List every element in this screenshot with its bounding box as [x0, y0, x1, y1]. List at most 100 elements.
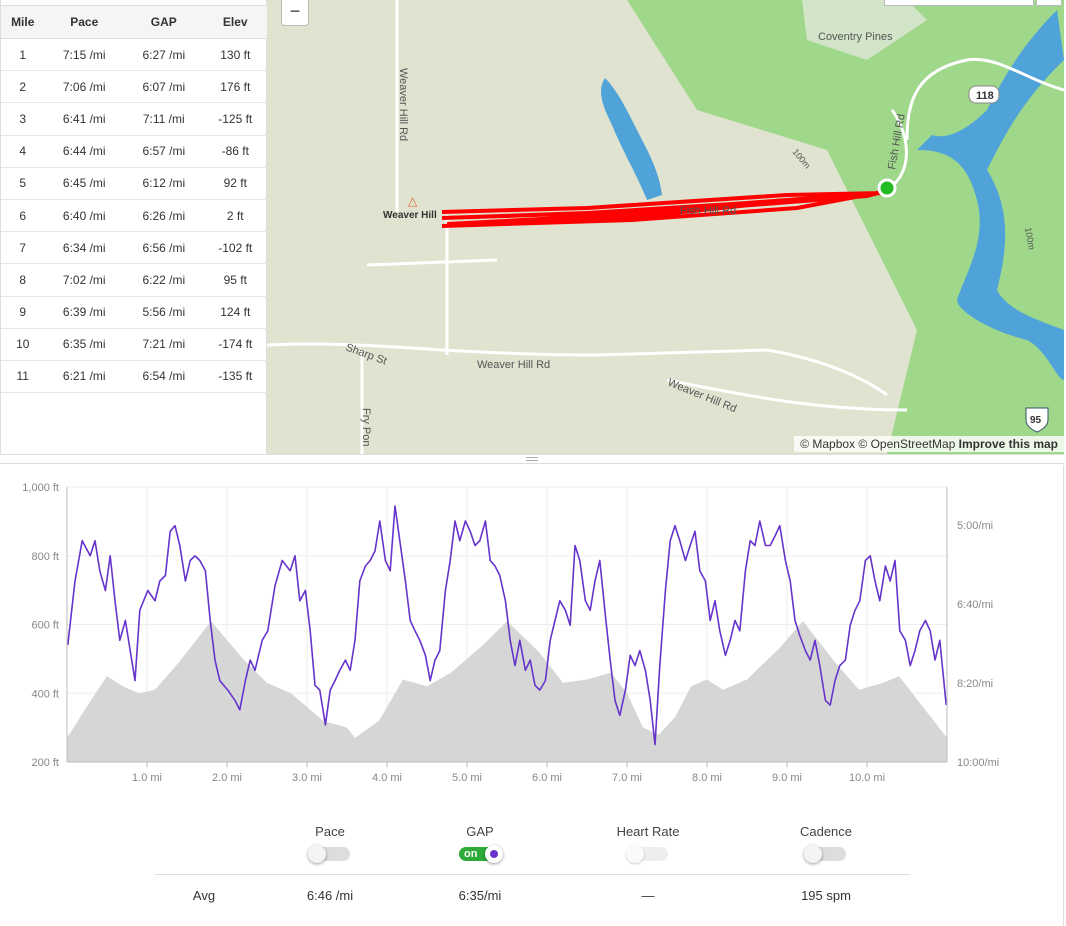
- map-style-control[interactable]: [884, 0, 1034, 6]
- route-map[interactable]: △ Weaver Hill Rd Weaver Hill Fish Hill R…: [267, 0, 1064, 454]
- split-gap: 6:57 /mi: [124, 135, 204, 168]
- gap-line: [67, 505, 947, 746]
- avg-label: Avg: [192, 888, 216, 903]
- y-left-tick-label: 800 ft: [31, 551, 59, 563]
- split-pace: 7:06 /mi: [44, 70, 125, 104]
- split-mile: 2: [1, 70, 45, 104]
- split-row[interactable]: 8 7:02 /mi 6:22 /mi 95 ft: [1, 263, 267, 297]
- split-gap: 6:56 /mi: [124, 231, 204, 265]
- split-elev: 124 ft: [203, 296, 267, 329]
- split-pace: 7:15 /mi: [44, 38, 125, 72]
- split-row[interactable]: 5 6:45 /mi 6:12 /mi 92 ft: [1, 167, 267, 200]
- splits-table: Mile Pace GAP Elev 1 7:15 /mi 6:27 /mi 130 …: [1, 5, 267, 394]
- elevation-pace-chart[interactable]: 200 ft 400 ft 600 ft 800 ft 1,000 ft 5:00/mi 6…: [0, 465, 1064, 795]
- label-coventry-pines: Coventry Pines: [818, 31, 893, 43]
- label-weaver-hill: Weaver Hill: [383, 210, 437, 221]
- roads: [267, 0, 1064, 454]
- toggle-gap-group: GAP on: [420, 824, 540, 863]
- split-elev: 92 ft: [203, 167, 267, 200]
- zoom-out-button[interactable]: −: [281, 0, 309, 26]
- toggle-on-text: on: [464, 848, 478, 860]
- route-95-shield: [1025, 407, 1049, 433]
- map-fullscreen-control[interactable]: [1036, 0, 1062, 6]
- split-gap: 6:07 /mi: [124, 70, 204, 104]
- y-left-tick-label: 1,000 ft: [22, 482, 59, 494]
- split-row[interactable]: 3 6:41 /mi 7:11 /mi -125 ft: [1, 102, 267, 136]
- split-row[interactable]: 4 6:44 /mi 6:57 /mi -86 ft: [1, 135, 267, 168]
- split-row[interactable]: 10 6:35 /mi 7:21 /mi -174 ft: [1, 328, 267, 361]
- split-mile: 5: [1, 167, 45, 200]
- split-gap: 6:27 /mi: [124, 38, 204, 72]
- y-right-tick-label: 6:40/mi: [957, 599, 993, 611]
- split-elev: -102 ft: [203, 231, 267, 265]
- x-tick-label: 5.0 mi: [452, 772, 482, 784]
- header-pace[interactable]: Pace: [44, 5, 125, 39]
- toggle-pace-group: Pace: [270, 824, 390, 863]
- header-gap[interactable]: GAP: [124, 5, 204, 39]
- split-gap: 6:54 /mi: [124, 360, 204, 394]
- split-mile: 4: [1, 135, 45, 168]
- avg-gap: 6:35/mi: [458, 888, 502, 903]
- split-row[interactable]: 6 6:40 /mi 6:26 /mi 2 ft: [1, 199, 267, 233]
- forest-area: [627, 0, 1064, 454]
- toggle-knob: [804, 845, 822, 863]
- avg-cadence: 195 spm: [801, 888, 851, 903]
- resize-handle[interactable]: [0, 454, 1064, 464]
- x-tick-label: 1.0 mi: [132, 772, 162, 784]
- y-right-tick-label: 5:00/mi: [957, 520, 993, 532]
- label-fry-pond: Fry Pon: [360, 408, 372, 447]
- split-mile: 9: [1, 296, 45, 329]
- split-mile: 10: [1, 328, 45, 361]
- y-left-tick-label: 200 ft: [31, 757, 59, 769]
- avg-heart-rate: —: [641, 888, 655, 903]
- y-right-tick-label: 10:00/mi: [957, 757, 999, 769]
- label-weaver-hill-rd-vertical: Weaver Hill Rd: [397, 68, 409, 141]
- split-pace: 6:40 /mi: [44, 199, 125, 233]
- start-marker[interactable]: [877, 178, 897, 198]
- lake-west: [601, 78, 662, 200]
- toggle-gap[interactable]: on: [459, 845, 503, 863]
- grip-icon: [526, 457, 538, 461]
- osm-link[interactable]: © OpenStreetMap: [858, 437, 956, 451]
- toggle-cadence-label: Cadence: [799, 824, 853, 839]
- map-canvas[interactable]: △ Weaver Hill Rd Weaver Hill Fish Hill R…: [267, 0, 1064, 454]
- label-100m-a: 100m: [790, 147, 812, 171]
- toggle-heart-rate[interactable]: [626, 845, 668, 863]
- y-right-tick-label: 8:20/mi: [957, 678, 993, 690]
- split-row[interactable]: 1 7:15 /mi 6:27 /mi 130 ft: [1, 38, 267, 72]
- chart-svg: 200 ft 400 ft 600 ft 800 ft 1,000 ft 5:00/mi 6…: [22, 482, 999, 784]
- x-tick-label: 2.0 mi: [212, 772, 242, 784]
- split-row[interactable]: 9 6:39 /mi 5:56 /mi 124 ft: [1, 296, 267, 329]
- header-elev[interactable]: Elev: [203, 5, 267, 39]
- map-attribution: © Mapbox © OpenStreetMap Improve this ma…: [794, 436, 1064, 452]
- label-fish-hill-rd: Fish Hill Rd: [680, 205, 736, 217]
- split-row[interactable]: 11 6:21 /mi 6:54 /mi -135 ft: [1, 360, 267, 394]
- avg-pace: 6:46 /mi: [306, 888, 354, 903]
- splits-table-panel: Mile Pace GAP Elev 1 7:15 /mi 6:27 /mi 130 …: [0, 0, 267, 454]
- split-mile: 1: [1, 38, 45, 72]
- split-gap: 5:56 /mi: [124, 296, 204, 329]
- split-row[interactable]: 2 7:06 /mi 6:07 /mi 176 ft: [1, 70, 267, 104]
- split-gap: 6:26 /mi: [124, 199, 204, 233]
- split-row[interactable]: 7 6:34 /mi 6:56 /mi -102 ft: [1, 231, 267, 265]
- split-elev: 130 ft: [203, 38, 267, 72]
- elevation-area: [67, 621, 947, 762]
- split-elev: -135 ft: [203, 360, 267, 394]
- toggle-pace[interactable]: [308, 845, 350, 863]
- toggle-cadence[interactable]: [804, 845, 846, 863]
- split-gap: 7:11 /mi: [124, 102, 204, 136]
- split-pace: 6:45 /mi: [44, 167, 125, 200]
- split-mile: 3: [1, 102, 45, 136]
- split-elev: 176 ft: [203, 70, 267, 104]
- split-pace: 6:41 /mi: [44, 102, 125, 136]
- gps-track: [441, 190, 883, 228]
- split-elev: -86 ft: [203, 135, 267, 168]
- label-weaver-hill-rd-b: Weaver Hill Rd: [666, 377, 738, 416]
- header-mile[interactable]: Mile: [1, 5, 45, 39]
- mapbox-link[interactable]: © Mapbox: [800, 437, 856, 451]
- toggle-heart-rate-group: Heart Rate: [588, 824, 708, 863]
- toggle-pace-label: Pace: [315, 824, 345, 839]
- split-elev: -174 ft: [203, 328, 267, 361]
- split-pace: 6:21 /mi: [44, 360, 125, 394]
- improve-map-link[interactable]: Improve this map: [958, 437, 1058, 451]
